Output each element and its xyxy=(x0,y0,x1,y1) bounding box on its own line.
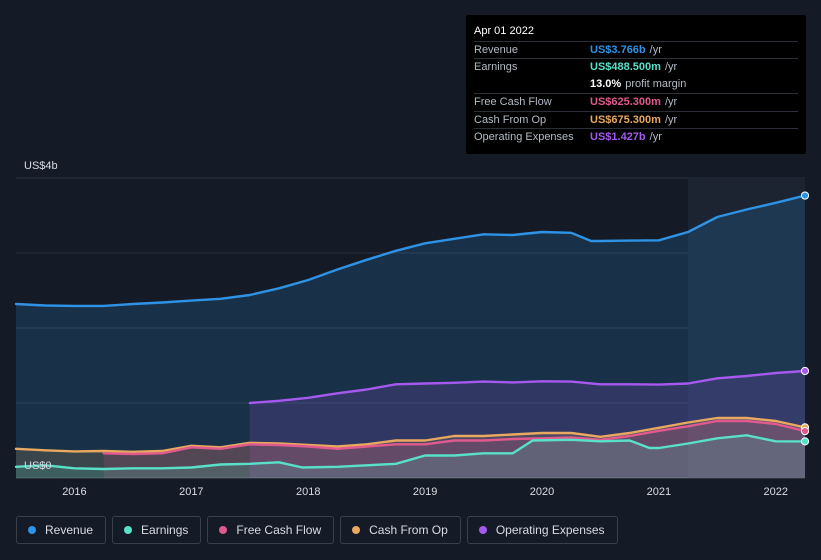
gridlines xyxy=(16,177,805,479)
free-cash-flow-line xyxy=(102,419,807,456)
legend-free-cash-flow[interactable]: Free Cash Flow xyxy=(207,516,335,544)
x-tick-label: 2021 xyxy=(647,486,671,498)
free-cash-flow-end-marker xyxy=(800,427,810,436)
free-cash-flow-area xyxy=(103,421,805,478)
profit-margin-label: profit margin xyxy=(625,77,687,90)
tooltip-row-earnings: Earnings US$488.500m /yr xyxy=(474,58,798,75)
legend-label: Operating Expenses xyxy=(495,523,605,537)
y-axis-top-label: US$4b xyxy=(24,160,58,172)
legend-revenue[interactable]: Revenue xyxy=(16,516,107,544)
x-tick-label: 2019 xyxy=(413,486,437,498)
x-tick-label: 2020 xyxy=(530,486,554,498)
cash-from-op-area xyxy=(16,418,805,478)
tooltip-value: US$1.427b xyxy=(590,130,646,143)
legend-label: Earnings xyxy=(141,523,189,537)
legend-earnings[interactable]: Earnings xyxy=(112,516,202,544)
revenue-area xyxy=(16,195,805,478)
operating-expenses-line xyxy=(248,369,807,405)
tooltip-row-operating-expenses: Operating Expenses US$1.427b /yr xyxy=(474,127,798,145)
tooltip-value: US$625.300m xyxy=(590,96,661,109)
x-tick-label: 2018 xyxy=(296,486,320,498)
tooltip-value: US$488.500m xyxy=(590,61,661,74)
data-tooltip: Apr 01 2022 Revenue US$3.766b /yr Earnin… xyxy=(466,15,806,154)
tooltip-date: Apr 01 2022 xyxy=(474,25,534,37)
legend-dot-icon xyxy=(28,526,36,534)
legend-dot-icon xyxy=(478,526,487,534)
legend-dot-icon xyxy=(124,526,133,534)
x-tick-label: 2022 xyxy=(764,486,788,498)
legend-dot-icon xyxy=(352,526,361,534)
tooltip-label: Earnings xyxy=(474,61,518,74)
legend-label: Revenue xyxy=(45,523,94,537)
tooltip-row-cash-from-op: Cash From Op US$675.300m /yr xyxy=(474,110,798,128)
tooltip-row-revenue: Revenue US$3.766b /yr xyxy=(474,41,798,58)
operating-expenses-end-marker xyxy=(800,366,810,376)
series-end-markers xyxy=(800,191,810,446)
tooltip-label: Cash From Op xyxy=(474,113,547,126)
tooltip-label: Operating Expenses xyxy=(474,130,574,143)
y-axis-bottom-label: US$0 xyxy=(24,460,52,472)
chart-area: 2016 2017 2018 2019 2020 2021 2022 xyxy=(14,177,810,498)
tooltip-unit: /yr xyxy=(649,130,662,143)
chart-legend: Revenue Earnings Free Cash Flow Cash Fro… xyxy=(16,516,618,546)
profit-margin-value: 13.0% xyxy=(590,77,622,90)
tooltip-label-spacer xyxy=(474,76,590,93)
legend-cash-from-op[interactable]: Cash From Op xyxy=(340,516,461,544)
tooltip-unit: /yr xyxy=(664,96,678,109)
tooltip-row-profit-margin: 13.0% profit margin xyxy=(474,76,798,93)
tooltip-unit: /yr xyxy=(664,113,678,126)
legend-label: Cash From Op xyxy=(369,523,448,537)
earnings-area xyxy=(16,435,805,478)
x-tick-label: 2017 xyxy=(179,486,203,498)
x-tick-label: 2016 xyxy=(62,486,86,498)
tooltip-row-free-cash-flow: Free Cash Flow US$625.300m /yr xyxy=(474,93,798,110)
tooltip-unit: /yr xyxy=(664,61,678,74)
tooltip-label: Revenue xyxy=(474,44,519,56)
legend-operating-expenses[interactable]: Operating Expenses xyxy=(466,516,618,544)
tooltip-value: US$3.766b xyxy=(590,44,646,56)
cash-from-op-line xyxy=(14,416,807,453)
past-year-highlight xyxy=(688,178,805,478)
tooltip-unit: /yr xyxy=(649,44,662,56)
series-lines xyxy=(14,194,807,471)
revenue-end-marker xyxy=(800,191,810,200)
tooltip-value: US$675.300m xyxy=(590,113,661,126)
earnings-end-marker xyxy=(800,437,810,446)
legend-dot-icon xyxy=(219,526,228,534)
earnings-line xyxy=(14,434,807,471)
operating-expenses-area xyxy=(249,371,806,478)
series-areas xyxy=(16,195,806,478)
x-axis: 2016 2017 2018 2019 2020 2021 2022 xyxy=(62,486,788,498)
tooltip-label: Free Cash Flow xyxy=(474,96,552,109)
revenue-line xyxy=(14,194,807,308)
legend-label: Free Cash Flow xyxy=(236,523,322,537)
